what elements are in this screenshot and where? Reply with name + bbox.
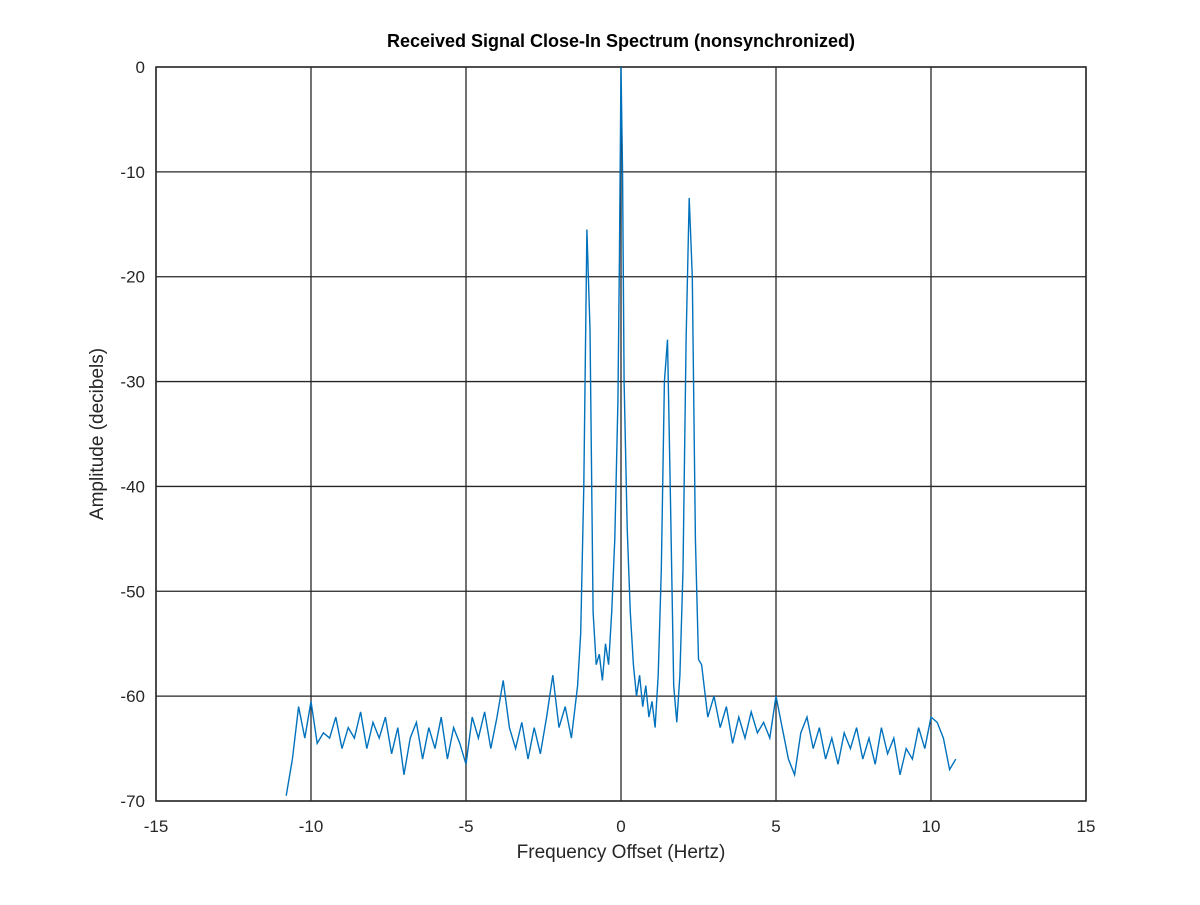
x-tick-label: 15 <box>1077 817 1096 836</box>
x-tick-label: 5 <box>771 817 780 836</box>
series-line <box>285 66 957 796</box>
y-tick-label: -30 <box>120 373 145 392</box>
chart-title: Received Signal Close-In Spectrum (nonsy… <box>387 31 855 51</box>
x-tick-label: 10 <box>922 817 941 836</box>
x-tick-label: 0 <box>616 817 625 836</box>
y-tick-label: -20 <box>120 268 145 287</box>
y-tick-label: -40 <box>120 477 145 496</box>
x-tick-label: -10 <box>299 817 324 836</box>
y-tick-label: -70 <box>120 792 145 811</box>
x-axis-label: Frequency Offset (Hertz) <box>517 842 726 863</box>
y-tick-label: 0 <box>136 58 145 77</box>
y-tick-label: -60 <box>120 687 145 706</box>
x-tick-label: -5 <box>458 817 473 836</box>
y-tick-label: -10 <box>120 163 145 182</box>
x-tick-label: -15 <box>144 817 169 836</box>
y-axis-label: Amplitude (decibels) <box>87 348 108 520</box>
y-tick-label: -50 <box>120 582 145 601</box>
